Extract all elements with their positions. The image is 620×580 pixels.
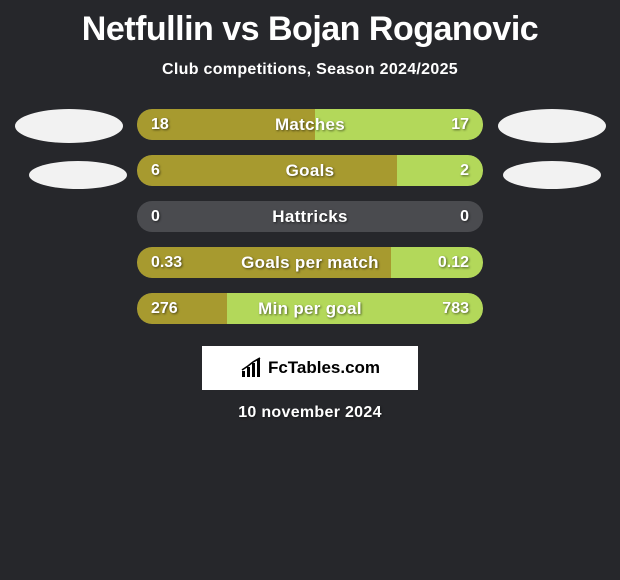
stat-value-right: 783 xyxy=(442,300,469,318)
watermark: FcTables.com xyxy=(202,346,418,390)
right-team-col xyxy=(489,109,614,324)
stat-label: Goals xyxy=(137,161,483,181)
team-right-logo-placeholder xyxy=(498,109,606,143)
chart-area: Matches18 17 Goals6 2 Hattricks0 0 Goals per m… xyxy=(0,109,620,324)
date-text: 10 november 2024 xyxy=(238,404,382,422)
stat-value-left: 0.33 xyxy=(151,254,182,272)
chart-icon xyxy=(240,357,264,379)
stat-value-left: 0 xyxy=(151,208,160,226)
team-right-logo-placeholder-2 xyxy=(503,161,601,189)
team-left-logo-placeholder-2 xyxy=(29,161,127,189)
subtitle: Club competitions, Season 2024/2025 xyxy=(162,61,458,79)
page-title: Netfullin vs Bojan Roganovic xyxy=(82,10,538,49)
stat-value-left: 18 xyxy=(151,116,169,134)
stat-label: Goals per match xyxy=(137,253,483,273)
stat-value-left: 6 xyxy=(151,162,160,180)
stat-bar: Goals per match0.33 0.12 xyxy=(137,247,483,278)
stat-label: Min per goal xyxy=(137,299,483,319)
infographic-container: Netfullin vs Bojan Roganovic Club compet… xyxy=(0,0,620,422)
stat-value-right: 17 xyxy=(451,116,469,134)
stat-label: Hattricks xyxy=(137,207,483,227)
stat-value-right: 2 xyxy=(460,162,469,180)
stats-bars: Matches18 17 Goals6 2 Hattricks0 0 Goals per m… xyxy=(131,109,489,324)
stat-value-left: 276 xyxy=(151,300,178,318)
stat-bar: Goals6 2 xyxy=(137,155,483,186)
stat-value-right: 0 xyxy=(460,208,469,226)
stat-bar: Min per goal276 783 xyxy=(137,293,483,324)
stat-bar: Hattricks0 0 xyxy=(137,201,483,232)
stat-label: Matches xyxy=(137,115,483,135)
team-left-logo-placeholder xyxy=(15,109,123,143)
stat-bar: Matches18 17 xyxy=(137,109,483,140)
watermark-text: FcTables.com xyxy=(268,358,380,378)
stat-value-right: 0.12 xyxy=(438,254,469,272)
left-team-col xyxy=(6,109,131,324)
